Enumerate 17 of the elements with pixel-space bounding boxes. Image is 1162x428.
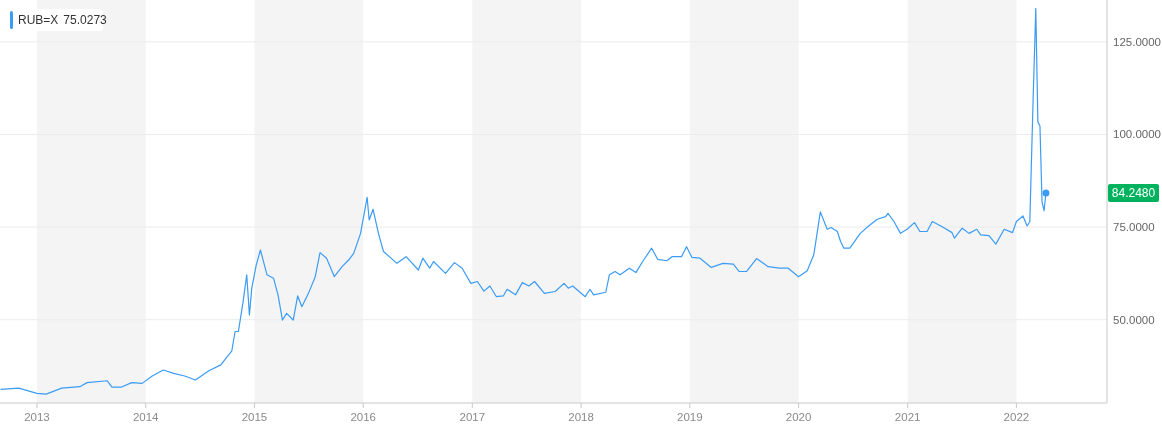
x-tick-label: 2019 <box>677 411 703 423</box>
x-tick-label: 2013 <box>24 411 50 423</box>
x-tick-label: 2022 <box>1003 411 1030 423</box>
y-tick-label: 125.0000 <box>1113 35 1161 48</box>
x-tick-label: 2016 <box>350 411 377 423</box>
annotation: 75.0273 <box>63 13 108 27</box>
y-tick-label: 100.0000 <box>1113 128 1161 141</box>
y-tick-label: 50.0000 <box>1113 313 1155 326</box>
text: 84.2480 <box>1111 186 1156 201</box>
x-tick-label: 2017 <box>459 411 486 423</box>
x-tick-label: 2020 <box>785 411 812 423</box>
legend-label: RUB=X <box>18 13 59 27</box>
x-tick-label: 2021 <box>894 411 921 423</box>
x-tick-label: 2014 <box>132 411 160 423</box>
x-tick-label: 2015 <box>241 411 268 423</box>
y-tick-label: 75.0000 <box>1113 221 1155 234</box>
x-tick-label: 2018 <box>568 411 594 423</box>
